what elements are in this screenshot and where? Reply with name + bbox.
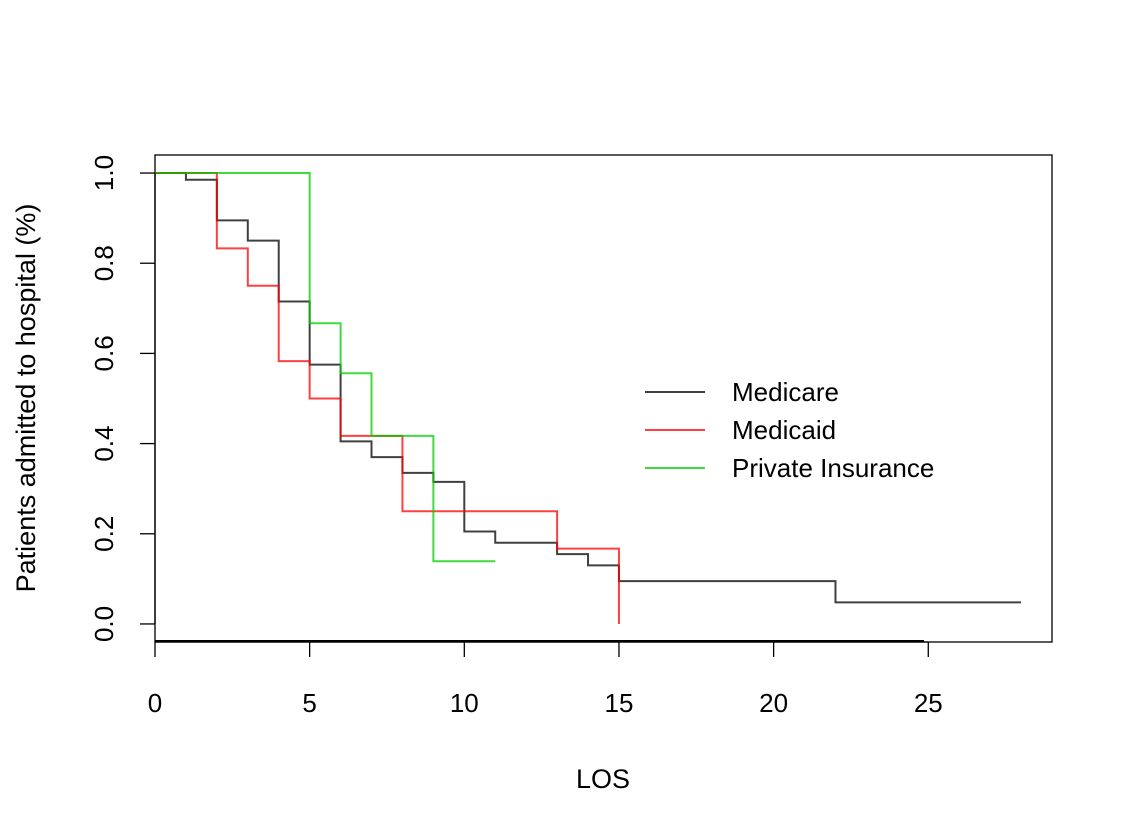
legend-label: Medicare (732, 377, 839, 407)
x-tick-label: 25 (914, 688, 943, 718)
y-axis: 0.0 0.2 0.4 0.6 0.8 1.0 (89, 155, 156, 642)
plot-frame (154, 154, 1053, 643)
series-line-medicaid (155, 172, 620, 624)
x-tick-label: 20 (759, 688, 788, 718)
y-tick-label: 1.0 (89, 155, 119, 191)
legend-label: Medicaid (732, 415, 836, 445)
y-tick-label: 0.2 (89, 516, 119, 552)
x-tick-label: 5 (302, 688, 316, 718)
y-tick-label: 0.6 (89, 335, 119, 371)
series-line-medicare (155, 172, 1022, 604)
legend-label: Private Insurance (732, 453, 934, 483)
y-axis-label: Patients admitted to hospital (%) (11, 204, 41, 593)
series-layer (155, 172, 1022, 624)
x-tick-label: 10 (450, 688, 479, 718)
x-axis-label: LOS (576, 764, 630, 794)
y-tick-label: 0.4 (89, 426, 119, 462)
x-axis: 0 5 10 15 20 25 (148, 641, 943, 718)
series-line-private-insurance (155, 172, 496, 563)
x-tick-label: 15 (605, 688, 634, 718)
x-tick-label: 0 (148, 688, 162, 718)
y-tick-label: 0.8 (89, 245, 119, 281)
y-tick-label: 0.0 (89, 606, 119, 642)
legend: Medicare Medicaid Private Insurance (645, 377, 934, 483)
